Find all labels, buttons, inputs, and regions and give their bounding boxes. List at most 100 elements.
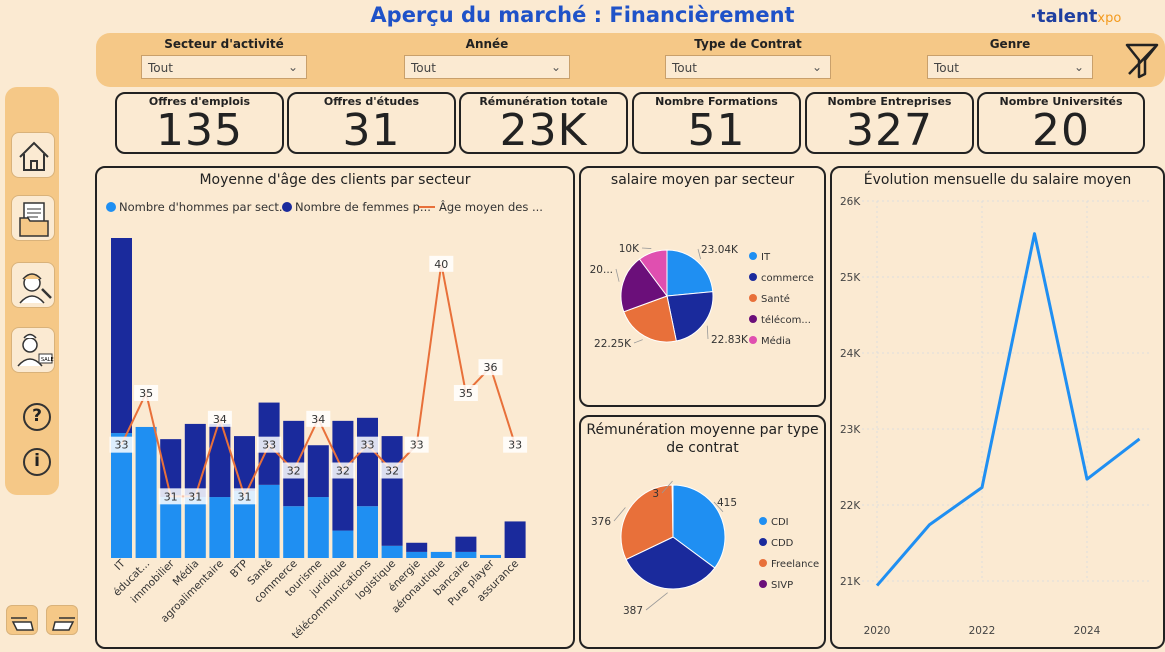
x-tick-label: 2024 bbox=[1074, 625, 1101, 637]
data-label: 33 bbox=[115, 439, 129, 452]
data-label-bg bbox=[257, 436, 282, 453]
nav-forward-button[interactable] bbox=[46, 605, 78, 635]
bar-men bbox=[258, 484, 280, 558]
legend-marker bbox=[759, 538, 767, 546]
filter-secteur-label: Secteur d'activité bbox=[164, 37, 284, 51]
nav-back-button[interactable] bbox=[6, 605, 38, 635]
data-label-bg bbox=[478, 359, 503, 376]
kpi-value: 20 bbox=[1032, 105, 1090, 156]
data-label-bg bbox=[453, 385, 478, 401]
data-label-bg bbox=[355, 436, 380, 453]
kpi-remuneration-totale: Rémunération totale 23K bbox=[459, 92, 628, 154]
leader-line bbox=[706, 325, 709, 340]
data-label: 33 bbox=[508, 439, 522, 452]
engineer-icon bbox=[19, 273, 52, 304]
filter-contrat: Type de Contrat Tout ⌄ bbox=[665, 37, 831, 79]
kpi-label: Rémunération totale bbox=[479, 95, 608, 108]
bar-men bbox=[480, 554, 501, 558]
slice-label: 22.25K bbox=[594, 338, 632, 350]
legend-label: Freelance bbox=[771, 559, 819, 570]
legend-marker bbox=[759, 517, 767, 525]
filter-bar: Secteur d'activité Tout ⌄ Année Tout ⌄ Typ… bbox=[96, 33, 1165, 87]
kpi-nombre-universites: Nombre Universités 20 bbox=[977, 92, 1145, 154]
filter-genre-select[interactable]: Tout ⌄ bbox=[927, 55, 1093, 79]
filter-contrat-label: Type de Contrat bbox=[694, 37, 802, 51]
legend-label: CDD bbox=[771, 538, 794, 549]
bar-men bbox=[135, 426, 157, 558]
page-title: Aperçu du marché : Financièrement bbox=[370, 3, 795, 27]
legend-label: Santé bbox=[761, 293, 790, 305]
kpi-nombre-formations: Nombre Formations 51 bbox=[632, 92, 801, 154]
info-icon[interactable]: i bbox=[23, 448, 51, 476]
filter-genre-label: Genre bbox=[989, 37, 1031, 51]
kpi-label: Offres d'emplois bbox=[148, 95, 251, 108]
bar-women bbox=[307, 445, 329, 498]
bar-women bbox=[184, 423, 206, 498]
slice-label: 20... bbox=[590, 264, 613, 276]
filter-secteur-select[interactable]: Tout ⌄ bbox=[141, 55, 307, 79]
pie-chart: 23.04K 22.83K 22.25K 20... 10K IT commerce Sant… bbox=[590, 243, 814, 350]
filter-contrat-select[interactable]: Tout ⌄ bbox=[665, 55, 831, 79]
bar-men bbox=[160, 497, 182, 558]
bar-women bbox=[209, 423, 231, 498]
help-icon[interactable]: ? bbox=[23, 403, 51, 431]
filter-annee: Année Tout ⌄ bbox=[404, 37, 570, 79]
hand-left-icon bbox=[11, 617, 34, 631]
bar-women bbox=[406, 542, 428, 552]
bar-women bbox=[160, 439, 182, 498]
bar-men bbox=[430, 551, 452, 558]
pie-slice bbox=[625, 536, 716, 590]
data-label-bg bbox=[158, 488, 183, 505]
nav-seller[interactable]: SALE bbox=[11, 327, 55, 373]
y-tick-label: 24K bbox=[840, 348, 861, 360]
data-label: 36 bbox=[484, 361, 498, 374]
filter-annee-value: Tout bbox=[411, 61, 436, 75]
data-label-bg bbox=[232, 488, 257, 505]
filter-secteur: Secteur d'activité Tout ⌄ bbox=[141, 37, 307, 79]
slice-label: 415 bbox=[717, 497, 737, 509]
bar-women bbox=[357, 417, 378, 507]
data-label: 32 bbox=[336, 465, 350, 478]
pie-slice bbox=[671, 484, 674, 538]
legend-label: Âge moyen des ... bbox=[439, 199, 543, 214]
chart-title: Moyenne d'âge des clients par secteur bbox=[199, 172, 471, 188]
x-tick-label: 2020 bbox=[864, 625, 891, 637]
filter-genre: Genre Tout ⌄ bbox=[927, 37, 1093, 79]
brand-logo: ·talentxpo bbox=[1030, 6, 1122, 27]
data-label-bg bbox=[503, 436, 528, 453]
legend-label: commerce bbox=[761, 273, 814, 284]
y-tick-label: 25K bbox=[840, 272, 861, 284]
nav-engineer[interactable] bbox=[11, 262, 55, 308]
sidebar: SALE ? i bbox=[5, 87, 59, 495]
data-label-bg bbox=[330, 462, 355, 479]
slice-label: 10K bbox=[619, 243, 640, 255]
clear-filter-icon[interactable] bbox=[1124, 41, 1160, 79]
kpi-nombre-entreprises: Nombre Entreprises 327 bbox=[805, 92, 974, 154]
filter-annee-select[interactable]: Tout ⌄ bbox=[404, 55, 570, 79]
legend-label: Média bbox=[761, 335, 791, 347]
bar-men bbox=[111, 433, 132, 558]
combo-chart: Nombre d'hommes par sect... Nombre de fem… bbox=[106, 199, 543, 642]
legend-marker bbox=[749, 252, 757, 260]
data-label-bg bbox=[429, 255, 454, 272]
filter-genre-value: Tout bbox=[934, 61, 959, 75]
data-label-bg bbox=[109, 436, 134, 453]
legend-marker bbox=[106, 202, 116, 212]
leader-line bbox=[641, 247, 652, 249]
pie-slice bbox=[666, 291, 714, 342]
legend-marker bbox=[749, 273, 757, 281]
nav-home[interactable] bbox=[11, 132, 55, 178]
slice-label: 22.83K bbox=[711, 334, 749, 346]
legend-marker bbox=[759, 559, 767, 567]
nav-documents[interactable] bbox=[11, 195, 55, 241]
leader-line bbox=[661, 480, 673, 494]
bar-women bbox=[455, 536, 477, 552]
leader-line bbox=[645, 592, 668, 611]
data-label: 35 bbox=[139, 387, 153, 400]
slice-label: 3 bbox=[652, 488, 659, 500]
chevron-down-icon: ⌄ bbox=[287, 60, 298, 74]
bar-women bbox=[381, 436, 403, 546]
kpi-value: 31 bbox=[342, 105, 401, 156]
data-label: 33 bbox=[410, 439, 424, 452]
legend-marker bbox=[749, 336, 757, 344]
